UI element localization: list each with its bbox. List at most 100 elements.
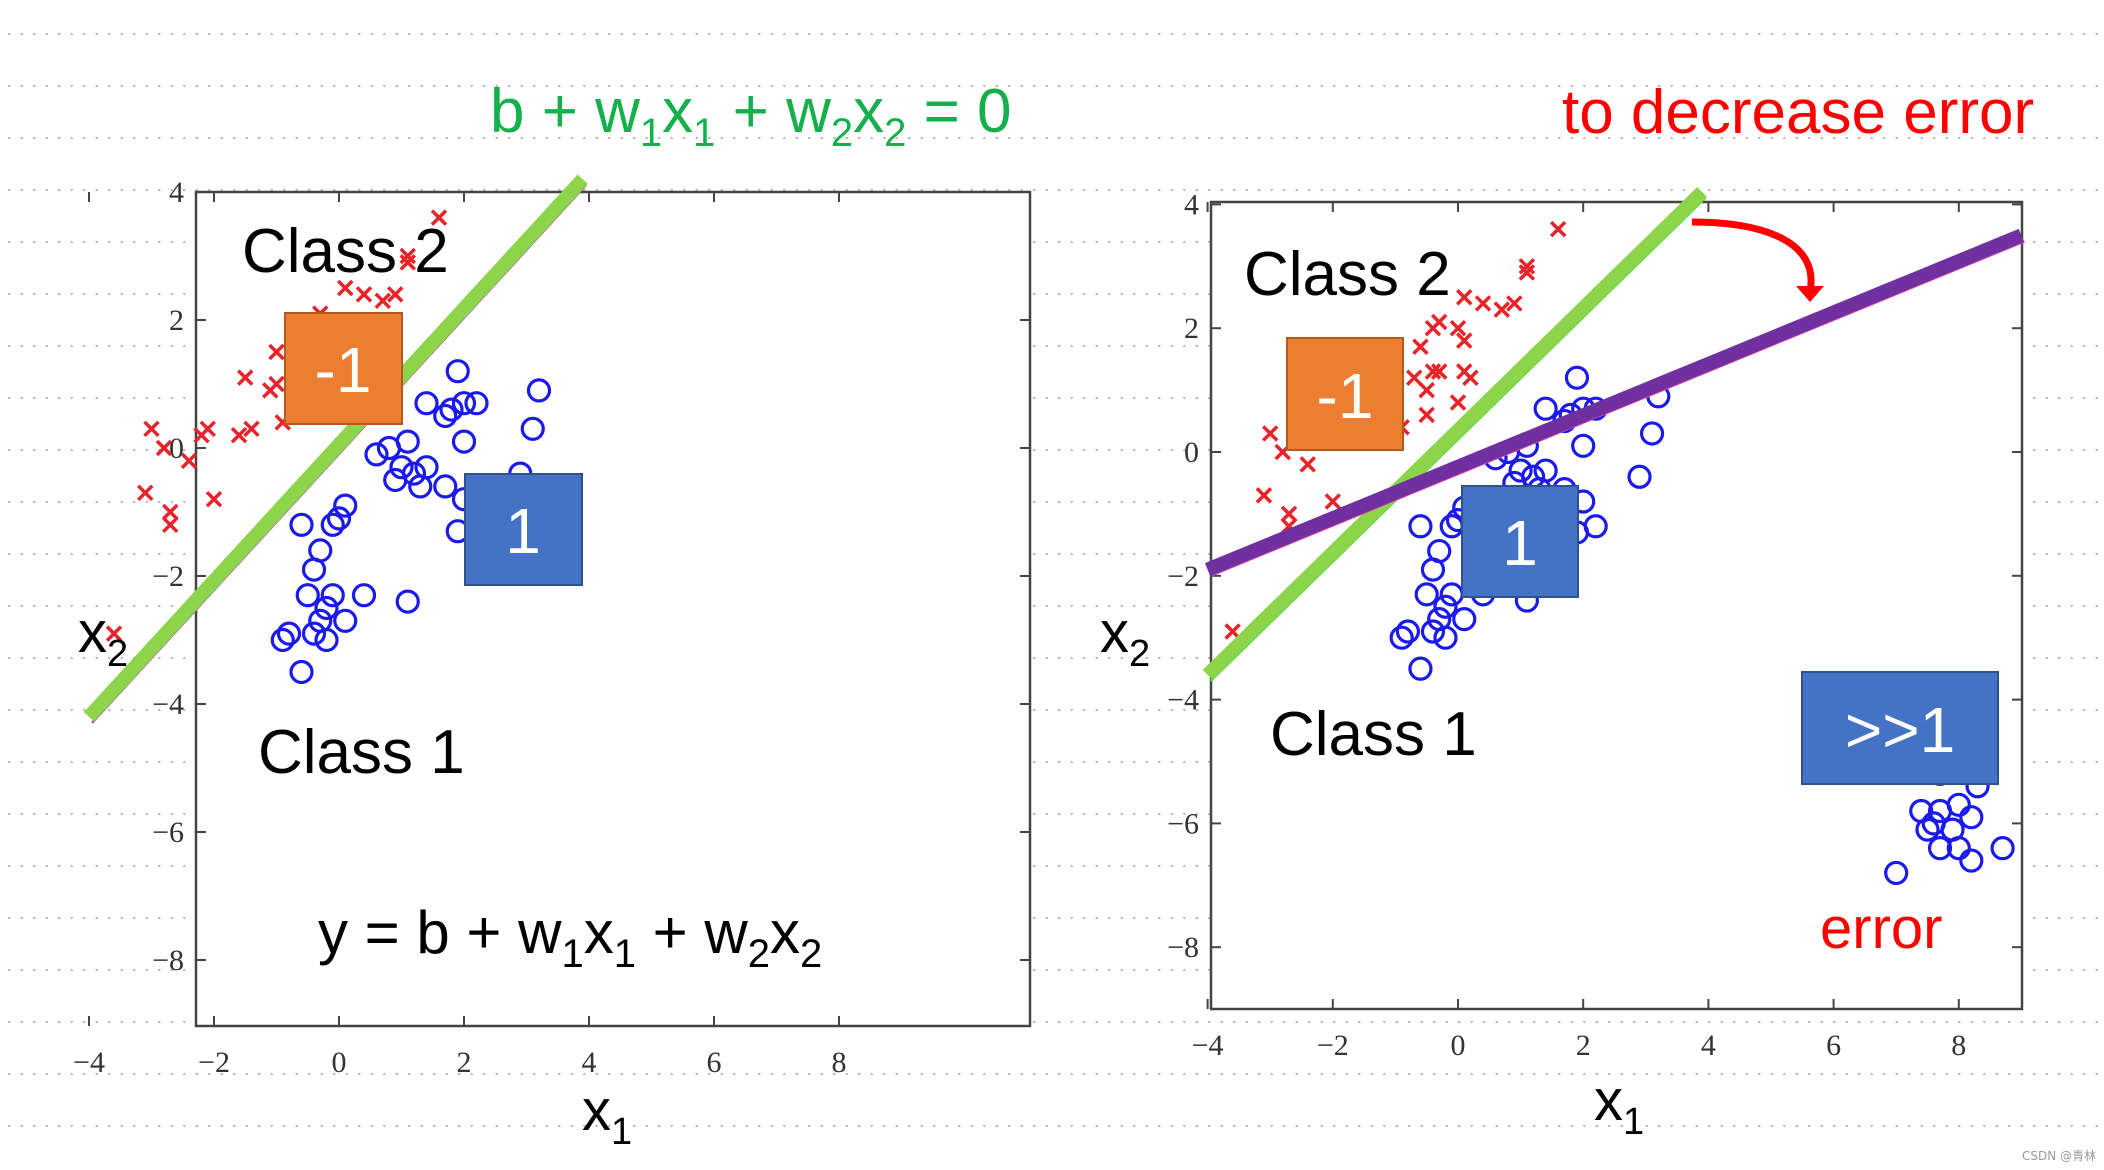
class1-point: [376, 435, 402, 461]
left-class1-label: Class 1: [258, 718, 465, 787]
class1-point: [408, 474, 433, 499]
left-class2-label: Class 2: [242, 217, 449, 286]
y-tick-label: 4: [169, 176, 184, 209]
class1-point: [445, 359, 470, 384]
class1-point: [1414, 582, 1439, 607]
class2-point: [1418, 406, 1435, 424]
class2-point: [205, 490, 223, 508]
class2-point: [1405, 369, 1423, 386]
class2-point: [268, 343, 285, 361]
class1-point: [289, 512, 314, 537]
class2-point: [1518, 258, 1536, 275]
boundary-line: [83, 174, 588, 722]
class1-point: [1959, 805, 1984, 830]
class1-point: [320, 512, 345, 537]
class2-point: [155, 439, 173, 457]
right-x-axis-label: x1: [1594, 1068, 1644, 1143]
class2-point: [1280, 505, 1298, 523]
class2-point: [1456, 289, 1473, 306]
class1-point: [1508, 458, 1533, 483]
class1-point: [1927, 836, 1953, 861]
right-negative-box: [1286, 337, 1404, 451]
right-class1-label: Class 1: [1270, 700, 1477, 769]
boundary-equation: b + w1x1 + w2x2 = 0: [490, 77, 1012, 155]
x-tick-label: 0: [332, 1046, 347, 1079]
class2-point: [1299, 456, 1316, 473]
class1-point: [395, 589, 420, 614]
class2-point: [1412, 338, 1429, 356]
left-ticks: −4 −2 0 2 4 6 8 4 2 0 −2 −4 −6 −8: [73, 176, 1030, 1079]
class1-point: [433, 403, 458, 429]
class1-point: [301, 621, 327, 646]
class2-point: [1261, 425, 1279, 442]
class2-point: [162, 503, 179, 521]
update-arrowhead-icon: [1796, 286, 1824, 302]
class2-point: [243, 420, 260, 438]
y-tick-label: −4: [1167, 684, 1199, 717]
class2-point: [137, 484, 154, 502]
class1-point: [464, 391, 489, 416]
y-tick-label: −8: [152, 944, 184, 977]
large-output-box: [1801, 671, 1999, 785]
class2-point: [1474, 295, 1492, 312]
class2-point: [399, 247, 416, 265]
right-plot-frame: [1209, 200, 2024, 1011]
left-negative-box: [284, 312, 403, 425]
x-tick-label: 4: [582, 1046, 597, 1079]
class1-point: [1452, 607, 1477, 632]
class1-point: [314, 595, 339, 621]
class1-point: [414, 391, 439, 416]
y-tick-label: 0: [169, 432, 184, 465]
class2-point: [1456, 332, 1473, 349]
left-marks: [83, 174, 588, 724]
class2-point: [162, 516, 179, 534]
update-arrow-icon: [1691, 218, 1815, 293]
right-title: to decrease error: [1562, 78, 2034, 147]
right-negative-box-label: -1: [1317, 360, 1374, 432]
class2-point: [262, 382, 279, 399]
x-tick-label: 0: [1451, 1029, 1466, 1062]
class1-point: [364, 442, 389, 467]
right-positive-box-label: 1: [1502, 507, 1538, 579]
class1-point: [1433, 625, 1458, 650]
x-tick-label: −2: [198, 1046, 230, 1079]
class1-point: [433, 474, 458, 499]
class1-point: [451, 429, 477, 454]
class2-point: [337, 279, 354, 297]
class1-point: [276, 621, 302, 646]
class2-point: [1255, 487, 1273, 504]
y-tick-label: 2: [169, 304, 184, 337]
left-x-axis-label: x1: [582, 1078, 632, 1153]
class2-point: [1424, 363, 1442, 380]
y-tick-label: −8: [1167, 931, 1199, 964]
class1-point: [1990, 836, 2015, 861]
new-boundary-line: [1204, 228, 2025, 577]
class2-point: [105, 625, 123, 642]
left-negative-box-label: -1: [315, 334, 372, 406]
class1-point: [333, 608, 358, 633]
error-label: error: [1820, 896, 1942, 961]
class2-point: [1430, 313, 1448, 331]
class1-point: [301, 557, 327, 582]
class2-point: [143, 420, 160, 438]
class1-point: [1564, 365, 1590, 390]
right-panel: −4 −2 0 2 4 6 8 4 2 0 −2 −4 −6 −8 to decrease error C…: [1100, 78, 2034, 1143]
y-tick-label: −2: [152, 560, 184, 593]
y-tick-label: 4: [1184, 188, 1199, 221]
class1-point: [1915, 817, 1940, 842]
class1-point: [289, 659, 314, 685]
x-tick-label: 6: [707, 1046, 722, 1079]
output-equation: y = b + w1x1 + w2x2: [318, 899, 822, 976]
class2-point: [1493, 301, 1511, 318]
x-tick-label: −4: [1192, 1029, 1224, 1062]
class2-point: [374, 292, 391, 310]
class1-point: [320, 583, 345, 608]
class2-point: [1449, 319, 1467, 337]
class2-point: [387, 286, 404, 303]
class1-point: [1959, 848, 1984, 873]
class1-point: [1408, 656, 1433, 681]
class2-point: [355, 286, 373, 303]
class2-point: [1506, 295, 1523, 312]
x-tick-label: 6: [1826, 1029, 1841, 1062]
x-tick-label: −2: [1317, 1029, 1349, 1062]
